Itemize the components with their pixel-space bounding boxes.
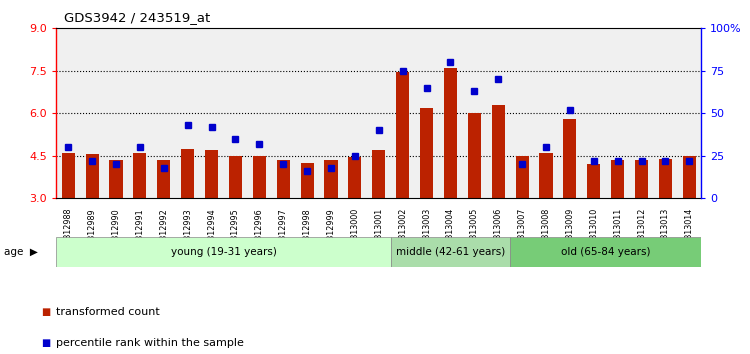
Bar [510,237,701,267]
Bar [391,237,510,267]
Bar [372,150,386,198]
Bar [301,163,313,198]
Text: percentile rank within the sample: percentile rank within the sample [56,338,244,348]
Text: ■: ■ [41,307,50,316]
Bar [444,68,457,198]
Bar [468,113,481,198]
Bar [158,160,170,198]
Bar [492,105,505,198]
Bar [229,156,242,198]
Text: old (65-84 years): old (65-84 years) [561,247,650,257]
Text: age  ▶: age ▶ [4,247,38,257]
Bar [658,159,672,198]
Bar [181,149,194,198]
Bar [205,150,218,198]
Bar [277,160,290,198]
Bar [56,237,391,267]
Bar [539,153,553,198]
Bar [611,160,624,198]
Bar [420,108,433,198]
Bar [325,160,338,198]
Text: GDS3942 / 243519_at: GDS3942 / 243519_at [64,11,210,24]
Bar [134,153,146,198]
Bar [635,160,648,198]
Bar [515,156,529,198]
Bar [110,160,122,198]
Text: transformed count: transformed count [56,307,160,316]
Bar [587,164,600,198]
Bar [253,156,266,198]
Text: ■: ■ [41,338,50,348]
Bar [348,157,361,198]
Bar [682,156,696,198]
Bar [396,72,410,198]
Bar [62,153,75,198]
Bar [563,119,577,198]
Bar [86,154,99,198]
Text: middle (42-61 years): middle (42-61 years) [396,247,505,257]
Text: young (19-31 years): young (19-31 years) [170,247,277,257]
